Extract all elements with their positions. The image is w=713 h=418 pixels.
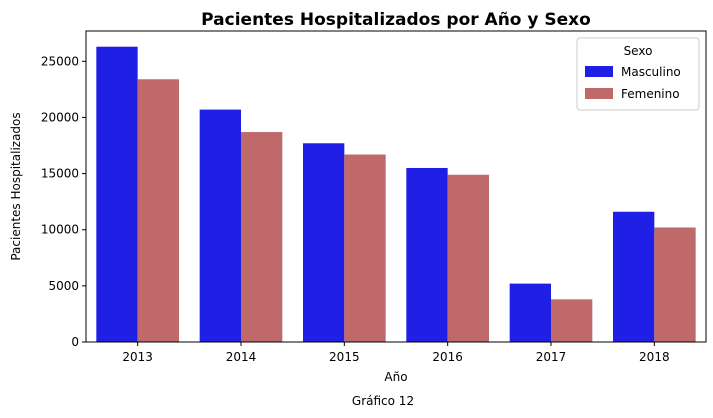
bar-masculino-2018 (613, 211, 655, 342)
bar-masculino-2015 (303, 143, 345, 342)
bar-femenino-2016 (447, 174, 489, 342)
x-tick-label: 2013 (122, 350, 153, 364)
plot-frame (85, 30, 707, 343)
y-tick-label: 25000 (41, 54, 79, 68)
legend-swatch-femenino (585, 88, 613, 99)
legend-swatch-masculino (585, 66, 613, 77)
x-tick-label: 2018 (639, 350, 670, 364)
x-tick-label: 2016 (432, 350, 463, 364)
y-tick-label: 0 (71, 335, 79, 349)
y-tick-label: 20000 (41, 110, 79, 124)
bar-masculino-2013 (96, 46, 138, 342)
y-tick-label: 10000 (41, 223, 79, 237)
y-tick-label: 15000 (41, 167, 79, 181)
legend-items: Masculino Femenino (585, 65, 681, 101)
legend: Sexo Masculino Femenino (576, 37, 700, 111)
legend-label-femenino: Femenino (621, 87, 680, 101)
bar-masculino-2017 (509, 283, 551, 342)
bar-femenino-2014 (241, 132, 283, 342)
bar-femenino-2017 (551, 299, 593, 342)
chart-caption: Gráfico 12 (352, 394, 414, 408)
x-axis-label: Año (384, 370, 407, 384)
x-tick-label: 2017 (536, 350, 567, 364)
legend-label-masculino: Masculino (621, 65, 681, 79)
bar-femenino-2018 (654, 227, 696, 342)
x-tick-label: 2014 (226, 350, 257, 364)
y-axis: 0 5000 10000 15000 20000 25000 (41, 54, 86, 349)
bar-femenino-2013 (137, 79, 179, 342)
x-axis: 2013 2014 2015 2016 2017 2018 (122, 342, 670, 364)
bars-group (96, 46, 696, 342)
y-tick-label: 5000 (48, 279, 79, 293)
legend-title: Sexo (624, 44, 653, 58)
bar-masculino-2016 (406, 167, 448, 342)
bar-masculino-2014 (199, 109, 241, 342)
bar-femenino-2015 (344, 154, 386, 342)
chart-title: Pacientes Hospitalizados por Año y Sexo (201, 10, 591, 30)
y-axis-label: Pacientes Hospitalizados (9, 112, 23, 260)
x-tick-label: 2015 (329, 350, 360, 364)
